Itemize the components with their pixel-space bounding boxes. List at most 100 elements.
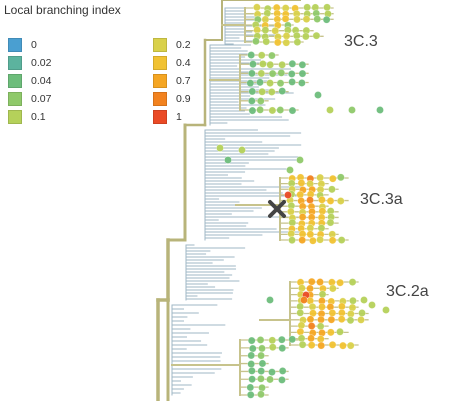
tip-node <box>336 327 344 336</box>
tip-node <box>261 26 270 34</box>
tip-node <box>318 290 327 299</box>
tip-node <box>298 340 307 349</box>
legend-swatch <box>153 92 167 106</box>
tip-node <box>382 306 390 314</box>
tip-node <box>358 309 366 317</box>
tip-node <box>326 328 335 337</box>
tip-node <box>238 146 246 154</box>
tip-node <box>258 60 267 68</box>
tip-node <box>278 60 287 69</box>
legend-swatch <box>8 38 22 52</box>
tip-node <box>317 224 326 233</box>
tip-node <box>286 166 294 174</box>
tip-node <box>248 344 257 353</box>
legend-swatch <box>8 56 22 70</box>
tip-node <box>267 51 276 60</box>
tip-node <box>248 366 256 375</box>
tip-node <box>328 185 336 194</box>
tip-node <box>258 359 267 368</box>
tip-node <box>302 15 311 24</box>
legend-item-2: 0.04 <box>8 73 51 89</box>
tip-node <box>307 322 316 330</box>
tip-node <box>288 335 297 344</box>
tip-node <box>309 236 317 245</box>
legend-swatch <box>153 38 167 52</box>
tip-node <box>248 375 257 384</box>
tip-node <box>247 51 256 59</box>
tip-node <box>288 78 296 86</box>
tip-node <box>346 341 355 350</box>
legend-label: 0.4 <box>176 57 191 69</box>
legend-item-6: 0.4 <box>153 55 191 71</box>
tip-node <box>268 343 277 352</box>
tip-node <box>248 69 256 78</box>
tip-node <box>328 309 337 317</box>
clade-label-3c2a: 3C.2a <box>386 283 429 300</box>
tip-node <box>328 174 337 183</box>
tip-node <box>297 284 306 293</box>
tip-node <box>253 3 261 12</box>
tip-node <box>278 344 287 353</box>
tip-node <box>257 374 265 383</box>
legend-label: 0.7 <box>176 75 191 87</box>
legend-label: 0.9 <box>176 93 191 105</box>
tip-node <box>328 236 337 245</box>
legend-item-5: 0.2 <box>153 37 191 53</box>
legend-item-7: 0.7 <box>153 73 191 89</box>
tip-node <box>278 376 286 384</box>
tip-node <box>258 87 267 96</box>
legend-swatch <box>8 92 22 106</box>
tip-node <box>247 97 256 105</box>
tip-node <box>257 69 266 78</box>
tip-node <box>297 334 306 343</box>
tip-node <box>303 3 312 12</box>
tip-node <box>318 195 326 204</box>
tip-node <box>298 213 307 221</box>
tip-node <box>256 105 265 114</box>
tip-node <box>307 277 316 286</box>
tip-node <box>312 31 321 40</box>
tip-node <box>323 3 331 12</box>
tip-node <box>258 344 266 353</box>
tip-node <box>273 38 282 47</box>
tip-node <box>256 97 265 105</box>
legend-label: 1 <box>176 111 182 123</box>
tip-node <box>360 296 368 304</box>
tip-node <box>316 322 325 331</box>
tip-node <box>266 79 274 87</box>
tip-node <box>287 70 296 78</box>
tip-node <box>336 173 345 182</box>
tip-node <box>249 60 257 69</box>
tip-node <box>328 340 337 349</box>
tip-node <box>326 218 335 227</box>
legend-swatch <box>153 56 167 70</box>
tip-node <box>337 315 346 324</box>
tip-node <box>306 315 315 324</box>
tip-node <box>292 31 301 40</box>
tip-node <box>306 196 314 205</box>
legend-item-9: 1 <box>153 109 182 125</box>
legend-label: 0.2 <box>176 39 191 51</box>
tip-node <box>298 60 307 69</box>
tip-node <box>258 383 266 392</box>
tip-node <box>268 336 277 345</box>
legend-title: Local branching index <box>4 3 121 17</box>
tip-node <box>317 341 326 350</box>
tip-node <box>282 31 291 40</box>
tip-node <box>298 236 307 245</box>
tip-node <box>357 315 365 324</box>
legend-label: 0 <box>31 39 37 51</box>
tip-node <box>287 229 296 238</box>
tip-node <box>318 207 327 216</box>
tip-node <box>282 38 291 47</box>
tip-node <box>247 351 256 360</box>
tip-node <box>216 144 224 152</box>
tip-node <box>257 51 266 60</box>
tip-node <box>293 38 302 47</box>
tip-node <box>298 69 307 78</box>
tip-node <box>267 88 276 96</box>
legend-label: 0.02 <box>31 57 52 69</box>
tip-node <box>296 308 305 317</box>
